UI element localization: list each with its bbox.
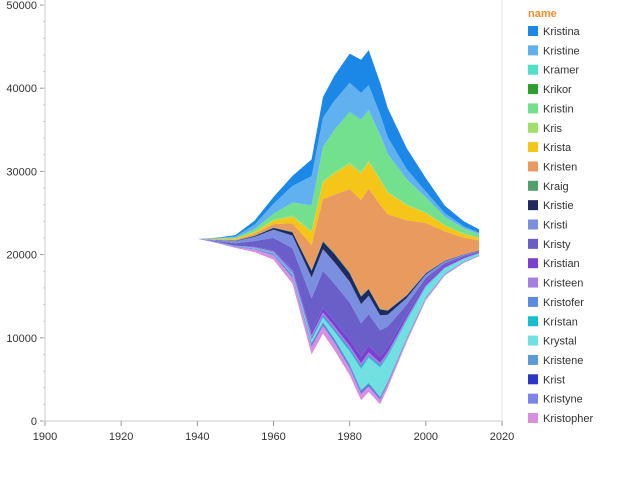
legend-label-kristin[interactable]: Kristin bbox=[543, 103, 574, 115]
y-tick-label: 10000 bbox=[6, 333, 37, 345]
y-tick-label: 20000 bbox=[6, 250, 37, 262]
legend-swatch-kristan[interactable] bbox=[528, 316, 538, 327]
legend-swatch-krikor[interactable] bbox=[528, 84, 538, 95]
legend-label-kristene[interactable]: Kristene bbox=[543, 355, 583, 367]
y-tick-label: 40000 bbox=[6, 83, 37, 95]
legend-swatch-kristy[interactable] bbox=[528, 238, 538, 249]
legend: name Kristina Kristine Kramer Krikor Kristin K… bbox=[528, 8, 593, 425]
legend-swatch-kramer[interactable] bbox=[528, 64, 538, 75]
legend-label-kristie[interactable]: Kristie bbox=[543, 200, 574, 212]
legend-label-krist[interactable]: Krist bbox=[543, 374, 565, 386]
legend-swatch-kristi[interactable] bbox=[528, 219, 538, 230]
legend-label-kristine[interactable]: Kristine bbox=[543, 45, 580, 57]
legend-label-kramer[interactable]: Kramer bbox=[543, 65, 579, 77]
y-tick-label: 50000 bbox=[6, 0, 37, 12]
legend-label-kristina[interactable]: Kristina bbox=[543, 26, 581, 38]
legend-swatch-kraig[interactable] bbox=[528, 180, 538, 191]
legend-label-krista[interactable]: Krista bbox=[543, 142, 572, 154]
legend-swatch-krystal[interactable] bbox=[528, 335, 538, 346]
y-tick-label: 30000 bbox=[6, 166, 37, 178]
y-tick-label: 0 bbox=[31, 416, 37, 428]
legend-title: name bbox=[528, 8, 557, 20]
legend-swatch-kristine[interactable] bbox=[528, 45, 538, 56]
legend-label-kristan[interactable]: Krístan bbox=[543, 316, 578, 328]
x-tick-label: 1920 bbox=[109, 431, 133, 443]
legend-swatch-kristen[interactable] bbox=[528, 161, 538, 172]
legend-swatch-kristian[interactable] bbox=[528, 258, 538, 269]
x-tick-label: 1960 bbox=[261, 431, 285, 443]
legend-label-kristi[interactable]: Kristi bbox=[543, 220, 567, 232]
legend-label-krystal[interactable]: Krystal bbox=[543, 336, 577, 348]
legend-swatch-krista[interactable] bbox=[528, 142, 538, 153]
x-tick-label: 1940 bbox=[185, 431, 209, 443]
legend-swatch-kristyne[interactable] bbox=[528, 393, 538, 404]
series-area-kristen bbox=[98, 188, 480, 311]
series-area-kristy bbox=[98, 237, 480, 357]
legend-label-kris[interactable]: Kris bbox=[543, 123, 562, 135]
plot-area bbox=[98, 50, 480, 405]
legend-swatch-krist[interactable] bbox=[528, 374, 538, 385]
legend-label-kristofer[interactable]: Kristofer bbox=[543, 297, 584, 309]
legend-label-krikor[interactable]: Krikor bbox=[543, 84, 572, 96]
legend-label-kristy[interactable]: Kristy bbox=[543, 239, 571, 251]
legend-label-kristian[interactable]: Kristian bbox=[543, 258, 580, 270]
axes: 1900 1920 1940 1960 1980 2000 2020 0 10000 20000 3… bbox=[6, 0, 514, 443]
legend-label-kristopher[interactable]: Kristopher bbox=[543, 413, 593, 425]
series-area-kristina bbox=[98, 50, 480, 239]
legend-swatch-kris[interactable] bbox=[528, 122, 538, 133]
legend-label-kristyne[interactable]: Kristyne bbox=[543, 394, 583, 406]
x-tick-label: 2020 bbox=[490, 431, 514, 443]
legend-swatch-kristin[interactable] bbox=[528, 103, 538, 114]
legend-label-kristeen[interactable]: Kristeen bbox=[543, 278, 583, 290]
legend-label-kraig[interactable]: Kraig bbox=[543, 181, 569, 193]
series-area-krista bbox=[98, 161, 480, 245]
series-area-kristin bbox=[98, 110, 480, 239]
legend-label-kristen[interactable]: Kristen bbox=[543, 161, 577, 173]
legend-swatch-kristeen[interactable] bbox=[528, 277, 538, 288]
x-tick-label: 1980 bbox=[337, 431, 361, 443]
legend-swatch-kristene[interactable] bbox=[528, 354, 538, 365]
legend-swatch-kristofer[interactable] bbox=[528, 296, 538, 307]
legend-swatch-kristie[interactable] bbox=[528, 200, 538, 211]
x-tick-label: 2000 bbox=[414, 431, 438, 443]
legend-swatch-kristopher[interactable] bbox=[528, 413, 538, 423]
legend-swatch-kristina[interactable] bbox=[528, 26, 538, 36]
series-area-krystal bbox=[98, 238, 480, 397]
x-tick-label: 1900 bbox=[33, 431, 57, 443]
